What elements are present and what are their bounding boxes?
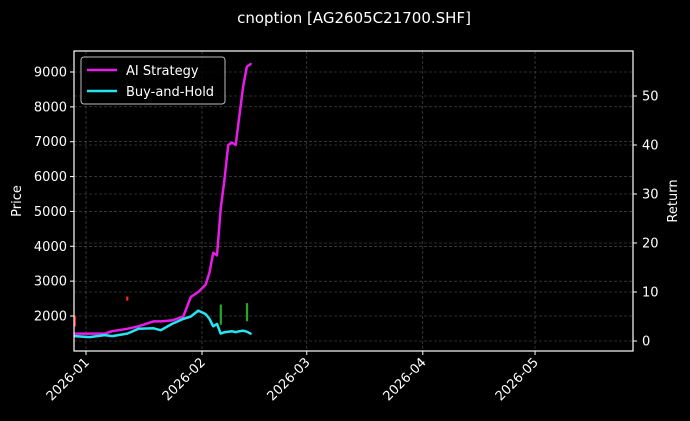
- candle-bar: [73, 316, 76, 327]
- legend-label-buy-and-hold: Buy-and-Hold: [126, 85, 214, 100]
- candle-bar: [219, 304, 222, 325]
- y-right-tick-label: 30: [642, 188, 659, 203]
- grid-lines: [74, 51, 633, 351]
- y-right-tick-label: 50: [642, 90, 659, 105]
- y-axis-left-label: Price: [10, 185, 25, 217]
- y-left-tick-label: 6000: [34, 170, 67, 185]
- series-line-ai-strategy: [73, 62, 252, 335]
- plot-frame: [73, 50, 634, 352]
- y-axis-right-label: Return: [666, 179, 681, 222]
- candle-bar: [245, 303, 249, 322]
- y-axis-left: 2000 3000 4000 5000 6000 7000 8000 9000: [34, 66, 74, 325]
- y-axis-right: 0 10 20 30 40 50: [633, 90, 659, 350]
- y-right-tick-label: 20: [642, 237, 659, 252]
- candle-bar: [126, 296, 129, 301]
- y-right-tick-label: 10: [642, 286, 659, 301]
- chart-title: cnoption [AG2605C21700.SHF]: [237, 9, 471, 27]
- candlestick-marks: [73, 296, 249, 327]
- y-right-tick-label: 40: [642, 139, 659, 154]
- y-left-tick-label: 5000: [34, 205, 67, 220]
- y-left-tick-label: 2000: [34, 310, 67, 325]
- series-lines: [73, 62, 252, 339]
- legend-label-ai-strategy: AI Strategy: [126, 64, 199, 79]
- y-left-tick-label: 3000: [34, 275, 67, 290]
- y-left-tick-label: 9000: [34, 66, 67, 81]
- y-left-tick-label: 7000: [34, 135, 67, 150]
- series-line-buy-and-hold: [73, 309, 252, 339]
- legend: AI Strategy Buy-and-Hold: [80, 56, 226, 105]
- y-left-tick-label: 8000: [34, 100, 67, 115]
- y-right-tick-label: 0: [642, 335, 650, 350]
- y-left-tick-label: 4000: [34, 240, 67, 255]
